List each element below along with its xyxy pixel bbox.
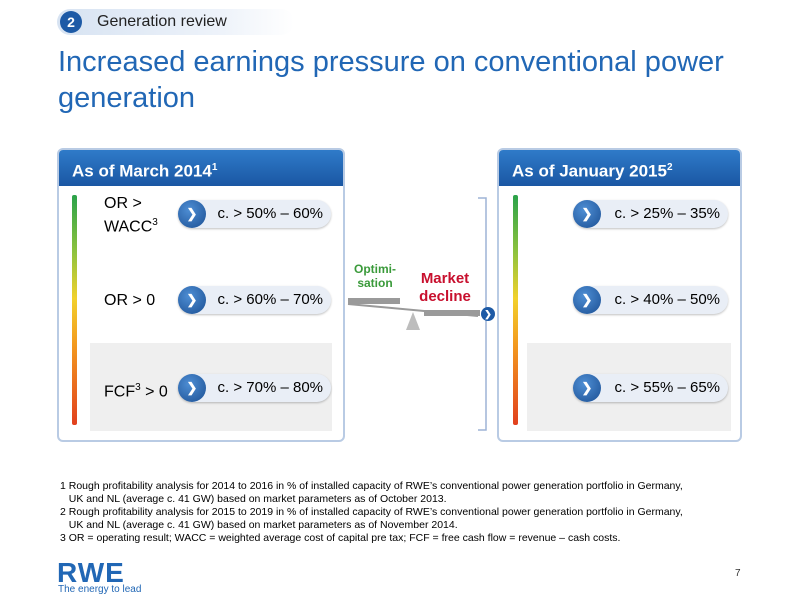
left-row-1-label: OR > WACC3 [104, 194, 158, 236]
market-decline-label: Market decline [419, 270, 471, 305]
left-value-pill-3: ❯ c. > 70% – 80% [178, 374, 331, 402]
right-value-pill-2: ❯ c. > 40% – 50% [573, 286, 728, 314]
fcf-sup: 3 [135, 382, 141, 393]
rwe-logo: RWE [57, 557, 125, 588]
right-value-2: c. > 40% – 50% [614, 291, 720, 308]
footnote-line: 2 Rough profitability analysis for 2015 … [60, 506, 683, 518]
pill-chevron: ❯ [178, 374, 206, 402]
left-panel-heading-text: As of March 2014 [72, 161, 212, 181]
left-value-pill-2: ❯ c. > 60% – 70% [178, 286, 331, 314]
pill-chevron: ❯ [178, 200, 206, 228]
pill-chevron: ❯ [178, 286, 206, 314]
chevron-right-icon: ❯ [581, 380, 593, 395]
right-value-3: c. > 55% – 65% [614, 379, 720, 396]
chevron-right-icon: ❯ [581, 292, 593, 307]
left-value-3: c. > 70% – 80% [217, 379, 323, 396]
right-panel-heading: As of January 20152 [499, 150, 740, 186]
left-row-2-label: OR > 0 [104, 292, 156, 309]
balance-fulcrum [406, 312, 420, 330]
fcf-text: FCF [104, 383, 136, 401]
left-panel-heading: As of March 20141 [59, 150, 343, 186]
footnotes: 1 Rough profitability analysis for 2014 … [60, 480, 760, 545]
right-value-pill-1: ❯ c. > 25% – 35% [573, 200, 728, 228]
wacc-sup: 3 [152, 217, 158, 228]
left-value-pill-1: ❯ c. > 50% – 60% [178, 200, 331, 228]
balance-scale [347, 298, 480, 330]
or-text: OR > [104, 195, 142, 212]
page-title: Increased earnings pressure on conventio… [58, 46, 724, 114]
left-value-2: c. > 60% – 70% [217, 291, 323, 308]
wacc-text: WACC [104, 218, 153, 236]
section-banner [57, 9, 294, 35]
right-value-pill-3: ❯ c. > 55% – 65% [573, 374, 728, 402]
left-panel-heading-sup: 1 [211, 162, 218, 173]
balance-left-pan [348, 298, 400, 304]
chevron-right-icon: ❯ [186, 292, 198, 307]
chevron-right-icon: ❯ [581, 206, 593, 221]
page-number: 7 [735, 568, 741, 579]
pill-chevron: ❯ [573, 286, 601, 314]
right-value-1: c. > 25% – 35% [614, 205, 720, 222]
pill-chevron: ❯ [573, 374, 601, 402]
section-label: Generation review [97, 13, 227, 30]
section-number: 2 [60, 11, 82, 33]
footnote-line: UK and NL (average c. 41 GW) based on ma… [60, 519, 458, 531]
right-panel-heading-text: As of January 2015 [512, 161, 667, 181]
balance-right-pan [424, 310, 480, 316]
fcf-post-text: > 0 [140, 383, 168, 401]
right-profitability-scale [513, 195, 518, 425]
left-row-3-label: FCF3 > 0 [104, 378, 168, 401]
chevron-right-icon: ❯ [186, 206, 198, 221]
footnote-line: UK and NL (average c. 41 GW) based on ma… [60, 493, 447, 505]
chevron-right-icon: ❯ [481, 307, 495, 321]
pill-chevron: ❯ [573, 200, 601, 228]
left-profitability-scale [72, 195, 77, 425]
left-value-1: c. > 50% – 60% [217, 205, 323, 222]
footnote-line: 3 OR = operating result; WACC = weighted… [60, 532, 621, 544]
optimisation-label: Optimi- sation [354, 262, 396, 290]
rwe-tagline: The energy to lead [58, 584, 142, 595]
footnote-line: 1 Rough profitability analysis for 2014 … [60, 480, 683, 492]
right-panel-heading-sup: 2 [666, 162, 673, 173]
chevron-right-icon: ❯ [186, 380, 198, 395]
